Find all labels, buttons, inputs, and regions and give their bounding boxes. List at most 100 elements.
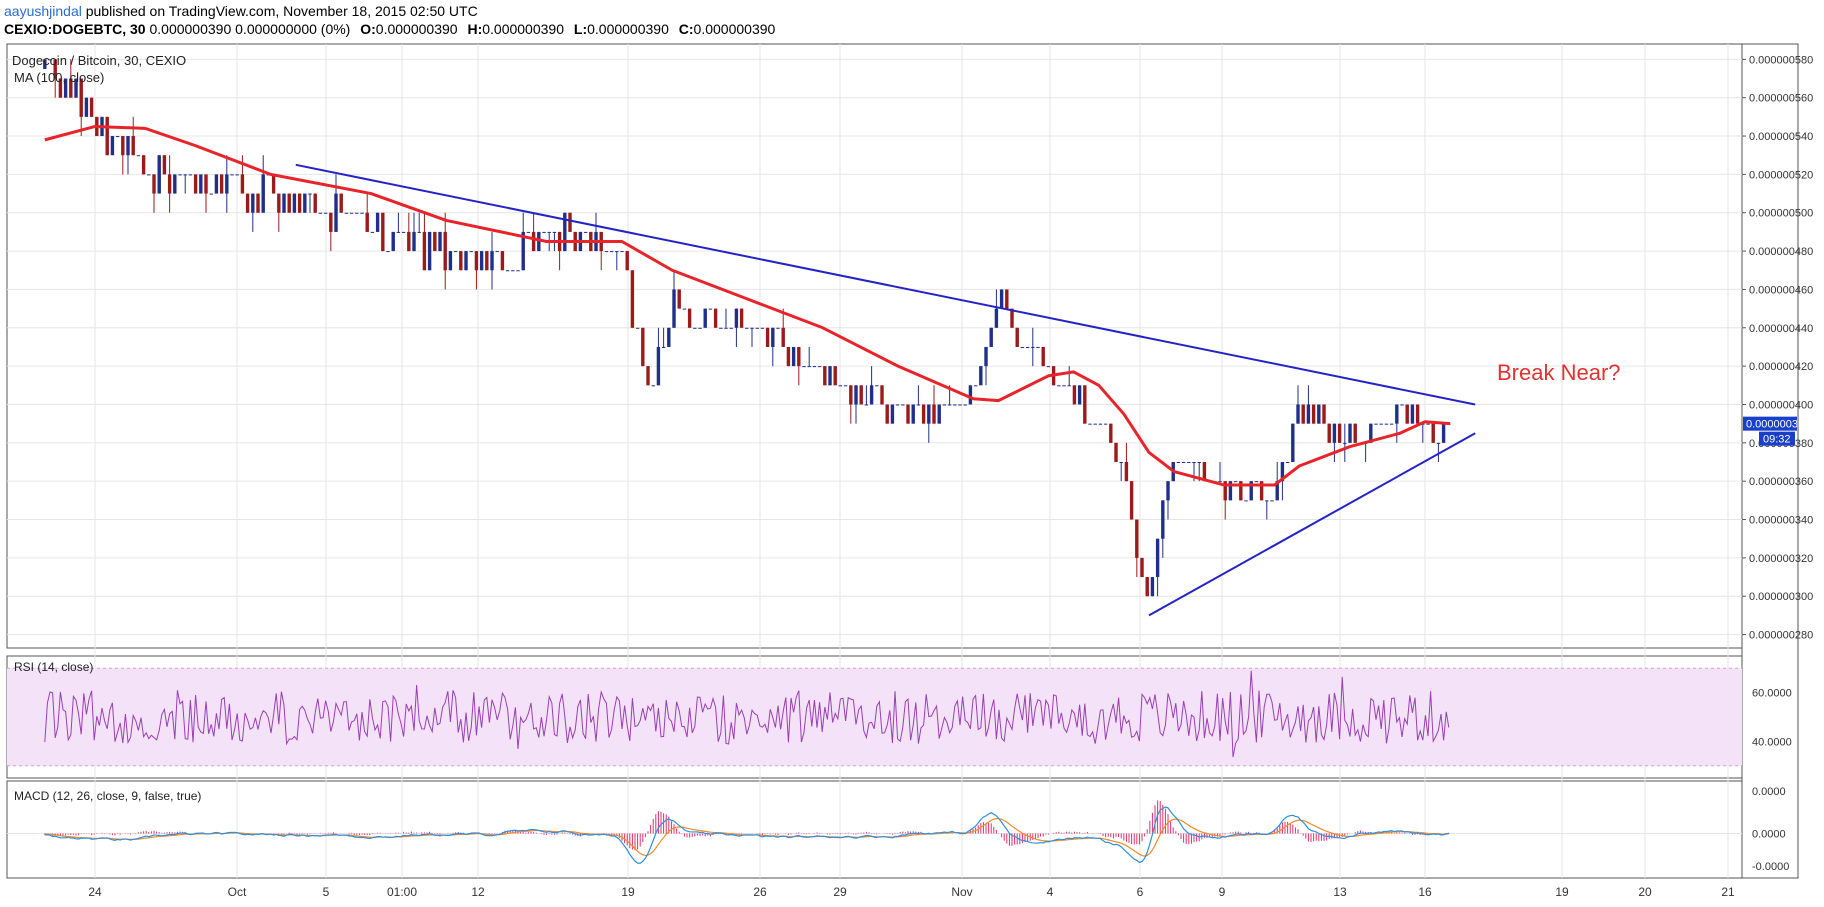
candle: [849, 385, 853, 405]
candle: [531, 231, 536, 252]
candle: [183, 174, 187, 176]
countdown-label: 09:32: [1763, 434, 1791, 446]
candle: [1285, 462, 1290, 464]
candle: [1306, 404, 1311, 424]
candle: [1291, 423, 1295, 463]
candle: [370, 231, 375, 233]
candle: [1187, 462, 1191, 464]
macd-line: [44, 806, 1449, 864]
candle: [615, 251, 619, 253]
price-tag: [1743, 416, 1797, 431]
candle: [334, 193, 338, 232]
candle: [1036, 346, 1040, 348]
candle: [807, 366, 811, 368]
candle: [864, 404, 869, 406]
candle: [1244, 500, 1248, 502]
y-tick-label: 0.000000460: [1749, 284, 1813, 296]
low-label: L:: [573, 21, 588, 37]
candle: [630, 270, 635, 328]
candle: [729, 327, 733, 329]
candle: [781, 327, 785, 347]
candle: [1005, 289, 1009, 309]
candle: [568, 212, 572, 232]
candle: [178, 174, 182, 176]
candle: [147, 174, 151, 176]
candle: [547, 231, 551, 233]
macd-pane-frame: [6, 780, 1743, 879]
candle: [1441, 423, 1446, 443]
candle: [739, 308, 744, 328]
y-tick-label: 0.000000540: [1749, 131, 1813, 143]
candle: [994, 308, 999, 328]
candle: [869, 385, 874, 405]
candle: [682, 308, 687, 310]
candle: [661, 346, 666, 348]
candle: [240, 174, 245, 194]
trendline[interactable]: [295, 163, 1476, 406]
candle: [1301, 404, 1305, 424]
candle: [1400, 404, 1404, 406]
candle: [937, 404, 941, 424]
candle: [1415, 404, 1420, 424]
candle: [214, 174, 219, 194]
candle: [713, 308, 718, 328]
rsi-pane[interactable]: [7, 667, 1742, 767]
candle: [1223, 481, 1227, 501]
candle: [968, 385, 973, 405]
ma100-line: [44, 124, 1451, 487]
candle: [542, 231, 546, 233]
candle: [563, 212, 567, 252]
candle: [875, 385, 879, 387]
price-pane[interactable]: [43, 59, 1476, 617]
trendline[interactable]: [1148, 432, 1476, 617]
candle: [1114, 442, 1118, 463]
candle: [401, 231, 406, 233]
candle: [802, 366, 806, 368]
candle: [812, 366, 817, 368]
candle: [1270, 500, 1274, 502]
candle: [745, 327, 749, 329]
candle: [141, 155, 146, 175]
candle: [396, 231, 401, 233]
candle: [162, 155, 167, 175]
candle: [391, 231, 395, 252]
candle: [485, 251, 489, 271]
candle: [911, 404, 915, 424]
candle: [511, 270, 515, 272]
candle: [84, 97, 89, 117]
candle: [698, 327, 702, 329]
candle: [1010, 308, 1014, 328]
candle: [209, 193, 213, 195]
candle: [1041, 346, 1045, 367]
author-link[interactable]: aayushjindal: [4, 3, 82, 19]
candle: [121, 136, 125, 156]
candle: [833, 366, 837, 386]
candle: [261, 174, 265, 213]
candle: [157, 155, 161, 194]
candle: [375, 212, 380, 232]
candle: [1150, 577, 1155, 597]
y-tick-label: 0.000000560: [1749, 93, 1813, 105]
y-tick-label: 0.000000500: [1749, 208, 1813, 220]
candle: [1332, 423, 1337, 443]
x-tick-label: 4: [1047, 885, 1054, 899]
open-label: O:: [360, 21, 376, 37]
candle: [719, 327, 723, 329]
break-near-annotation: Break Near?: [1497, 360, 1621, 385]
candle: [53, 59, 57, 79]
y-tick-label: 0.000000320: [1749, 553, 1813, 565]
candle: [308, 193, 312, 195]
price-change: 0.000000000 (0%): [235, 21, 351, 37]
macd-pane[interactable]: [44, 800, 1450, 864]
candle: [500, 251, 505, 271]
candle: [1197, 462, 1201, 464]
candle: [63, 78, 68, 98]
candle: [469, 251, 473, 253]
candle: [464, 251, 468, 271]
candle: [136, 155, 141, 157]
candle: [1254, 481, 1259, 483]
candle: [1395, 404, 1399, 424]
candle: [1249, 481, 1253, 501]
candle: [958, 404, 962, 406]
